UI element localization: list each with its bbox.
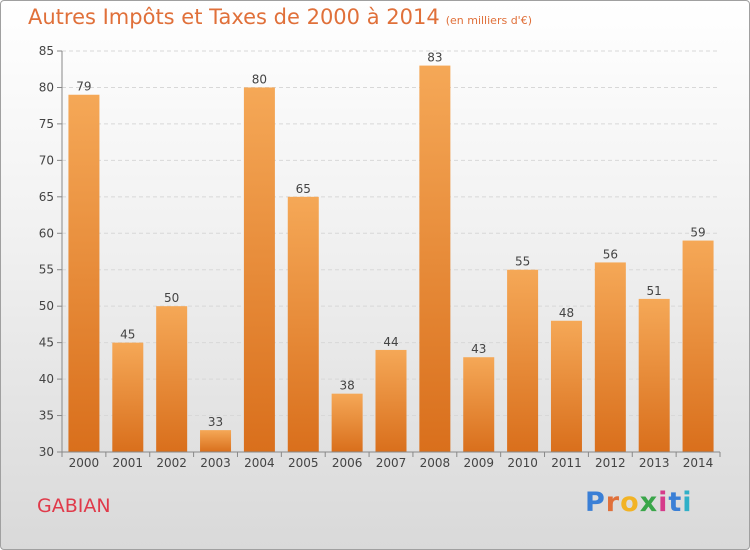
bar — [682, 240, 714, 452]
x-tick-label: 2010 — [507, 456, 538, 470]
bar-value-label: 33 — [208, 415, 223, 429]
x-tick-label: 2013 — [639, 456, 670, 470]
bar-value-label: 80 — [252, 72, 267, 86]
x-tick-label: 2001 — [113, 456, 144, 470]
bar — [594, 262, 626, 452]
bar — [419, 65, 451, 452]
x-tick-label: 2005 — [288, 456, 319, 470]
x-tick-label: 2014 — [683, 456, 714, 470]
bar-value-label: 44 — [383, 335, 398, 349]
bar-value-label: 83 — [427, 51, 442, 65]
y-tick-label: 55 — [39, 263, 54, 277]
bar-value-label: 50 — [164, 291, 179, 305]
title-unit: (en milliers d'€) — [445, 14, 532, 27]
bar-value-label: 45 — [120, 328, 135, 342]
logo-letter: i — [682, 487, 693, 518]
bar — [287, 196, 319, 452]
bar-value-label: 56 — [603, 247, 618, 261]
logo-letter: P — [585, 487, 606, 518]
x-tick-label: 2004 — [244, 456, 275, 470]
x-tick-label: 2003 — [200, 456, 231, 470]
bar-value-label: 48 — [559, 306, 574, 320]
x-tick-label: 2008 — [420, 456, 451, 470]
bar — [243, 87, 275, 453]
x-tick-label: 2011 — [551, 456, 582, 470]
y-tick-label: 40 — [39, 372, 54, 386]
bar — [331, 393, 363, 452]
place-name: GABIAN — [37, 495, 111, 517]
bar-value-label: 55 — [515, 255, 530, 269]
x-tick-label: 2000 — [69, 456, 100, 470]
y-tick-label: 50 — [39, 299, 54, 313]
bar-value-label: 59 — [690, 226, 705, 240]
logo-letter: i — [658, 487, 669, 518]
logo-letter: t — [668, 487, 683, 518]
y-tick-label: 35 — [39, 409, 54, 423]
bar — [156, 306, 188, 452]
logo-letter: x — [639, 487, 659, 518]
x-tick-label: 2012 — [595, 456, 626, 470]
y-tick-label: 85 — [39, 44, 54, 58]
bar-value-label: 38 — [339, 379, 354, 393]
bar-value-label: 43 — [471, 342, 486, 356]
bar-value-label: 79 — [76, 80, 91, 94]
bar-value-label: 51 — [647, 284, 662, 298]
x-tick-label: 2006 — [332, 456, 363, 470]
y-tick-label: 80 — [39, 80, 54, 94]
bar — [638, 298, 670, 452]
y-tick-label: 45 — [39, 336, 54, 350]
logo-letter: r — [605, 487, 621, 518]
y-tick-label: 65 — [39, 190, 54, 204]
bar-value-label: 65 — [296, 182, 311, 196]
x-tick-label: 2009 — [463, 456, 494, 470]
bar — [68, 94, 100, 452]
bar — [463, 357, 495, 452]
proxiti-logo[interactable]: Proxiti — [585, 487, 693, 518]
bar — [550, 320, 582, 452]
x-tick-label: 2007 — [376, 456, 407, 470]
y-tick-label: 60 — [39, 226, 54, 240]
bar — [112, 342, 144, 452]
chart-title: Autres Impôts et Taxes de 2000 à 2014 (en… — [28, 5, 532, 29]
y-tick-label: 70 — [39, 153, 54, 167]
y-tick-label: 30 — [39, 445, 54, 459]
x-tick-label: 2002 — [156, 456, 187, 470]
logo-letter: o — [620, 487, 640, 518]
bar — [507, 269, 539, 452]
title-main: Autres Impôts et Taxes de 2000 à 2014 — [28, 5, 440, 29]
y-tick-label: 75 — [39, 117, 54, 131]
bar — [375, 349, 407, 452]
bar — [200, 430, 232, 452]
